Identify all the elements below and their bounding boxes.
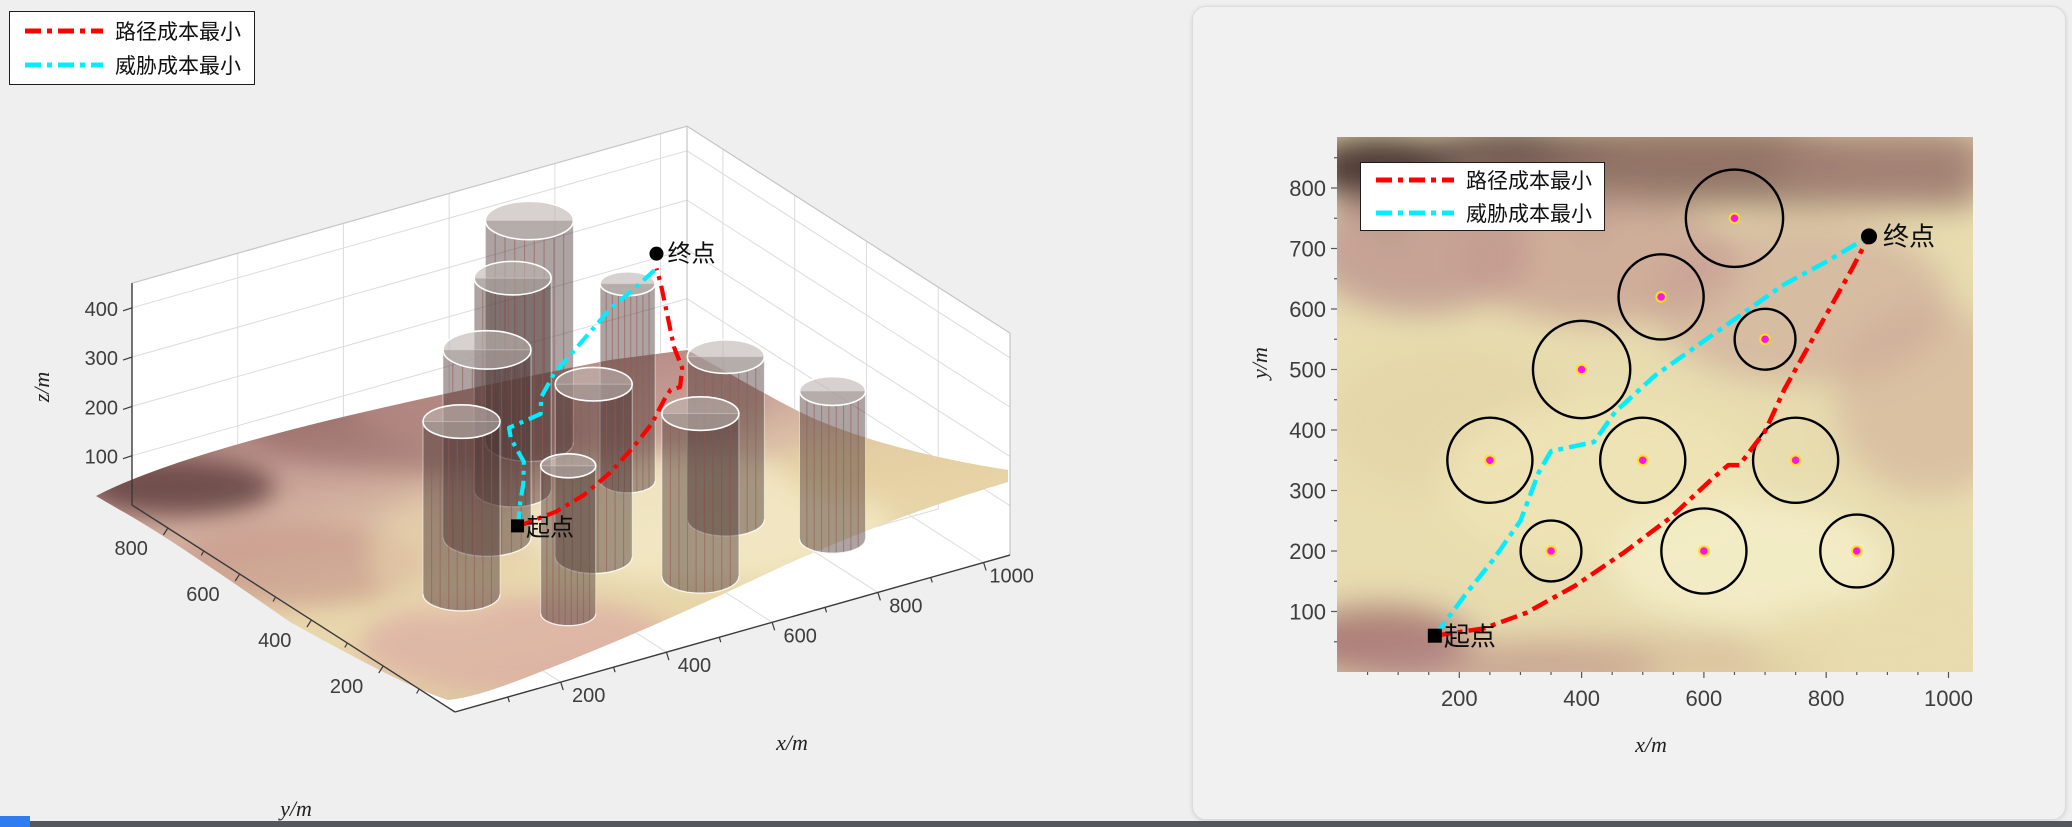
min-path-cost-line-2d <box>1434 235 1871 638</box>
z-tick-label: 200 <box>85 397 118 419</box>
min-path-cost-line-3d <box>517 267 685 529</box>
cylinder-top <box>473 260 552 296</box>
x-tick-label: 1000 <box>1924 686 1973 711</box>
legend-label-threat-cost: 威胁成本最小 <box>115 54 241 78</box>
left-x-axis-label: x/m <box>776 730 808 755</box>
cylinder-top <box>422 403 501 440</box>
start-label: 起点 <box>526 514 574 541</box>
x-tick-label: 1000 <box>989 566 1034 588</box>
legend-item-threat-cost: 威胁成本最小 <box>22 48 254 82</box>
legend-line-red-icon <box>25 28 103 34</box>
threat-circle <box>1660 507 1748 595</box>
end-label: 终点 <box>1883 222 1935 251</box>
left-z-axis-label: z/m <box>29 371 54 403</box>
threat-cylinder <box>554 366 633 575</box>
threat-center-dot <box>1636 454 1649 467</box>
threat-center-dot <box>1484 454 1496 467</box>
end-marker <box>649 246 664 261</box>
threat-center-dot <box>1759 333 1771 346</box>
legend-line-cyan-icon <box>1376 210 1454 216</box>
y-tick-label: 800 <box>115 538 148 560</box>
cylinder-top <box>554 366 633 402</box>
right-y-axis-label: y/m <box>1247 347 1272 379</box>
threat-circle <box>1531 319 1632 420</box>
threat-center-dot <box>1789 454 1802 467</box>
x-tick-label: 400 <box>1563 686 1600 711</box>
y-tick-label: 500 <box>1289 358 1326 383</box>
cylinder-top <box>484 200 575 241</box>
threat-center-dot <box>1728 212 1741 225</box>
z-tick-label: 100 <box>85 447 118 469</box>
y-tick-label: 700 <box>1289 237 1326 262</box>
threat-circle <box>1819 513 1895 589</box>
cylinder-top <box>442 329 532 370</box>
threat-cylinder <box>798 375 867 554</box>
taskbar[interactable] <box>0 816 2072 827</box>
legend-label-path-cost: 路径成本最小 <box>1466 168 1592 193</box>
legend-left: 路径成本最小 威胁成本最小 <box>9 11 255 85</box>
threat-circle <box>1617 253 1705 341</box>
right-x-axis-label: x/m <box>1635 732 1667 757</box>
cylinder-top <box>798 375 867 407</box>
legend-label-path-cost: 路径成本最小 <box>115 20 241 44</box>
x-tick-label: 600 <box>1686 686 1723 711</box>
threat-cylinder <box>661 396 740 594</box>
cylinder-top <box>686 339 766 375</box>
x-tick-label: 800 <box>889 595 922 617</box>
min-threat-cost-line-3d <box>506 266 658 527</box>
start-label: 起点 <box>1444 623 1496 652</box>
legend-label-threat-cost: 威胁成本最小 <box>1466 202 1592 227</box>
threat-center-dot <box>1698 545 1710 557</box>
cylinder-top <box>539 452 597 479</box>
x-tick-label: 200 <box>1441 686 1478 711</box>
y-tick-label: 200 <box>1289 539 1326 564</box>
legend-item-threat-cost: 威胁成本最小 <box>1373 197 1604 231</box>
threat-center-dot <box>1655 291 1667 303</box>
y-tick-label: 600 <box>186 584 219 606</box>
threat-center-dot <box>1575 363 1588 376</box>
threat-circle <box>1751 416 1840 505</box>
threat-center-dot <box>1850 545 1863 557</box>
start-marker <box>511 519 525 533</box>
legend-line-cyan-icon <box>25 62 103 68</box>
end-marker <box>1861 228 1878 245</box>
y-tick-label: 400 <box>258 630 291 652</box>
threat-circle <box>1684 168 1785 269</box>
y-tick-label: 100 <box>1289 600 1326 625</box>
start-marker <box>1427 628 1442 643</box>
y-tick-label: 200 <box>330 676 363 698</box>
z-tick-label: 300 <box>85 348 118 370</box>
legend-right: 路径成本最小 威胁成本最小 <box>1360 162 1605 231</box>
cylinder-top <box>661 396 740 432</box>
y-tick-label: 400 <box>1289 418 1326 443</box>
z-tick-label: 400 <box>85 299 118 321</box>
threat-circle <box>1733 307 1797 371</box>
y-tick-label: 600 <box>1289 297 1326 322</box>
y-tick-label: 300 <box>1289 479 1326 504</box>
end-label: 终点 <box>667 241 715 268</box>
threat-circle <box>1598 416 1687 505</box>
threat-center-dot <box>1545 545 1557 557</box>
min-threat-cost-line-2d <box>1433 234 1871 638</box>
x-tick-label: 400 <box>678 655 711 677</box>
legend-item-path-cost: 路径成本最小 <box>1373 163 1604 197</box>
threat-circle <box>1446 416 1534 505</box>
y-tick-label: 800 <box>1289 176 1326 201</box>
left-y-axis-label: y/m <box>280 796 312 821</box>
taskbar-accent[interactable] <box>0 816 30 827</box>
left-3d-plot: 200 400 600 800 1000 200 400 600 800 100 200 300 400… <box>85 125 1034 713</box>
threat-cylinder <box>422 403 501 612</box>
legend-line-red-icon <box>1376 177 1454 183</box>
x-tick-label: 800 <box>1808 686 1845 711</box>
x-tick-label: 600 <box>783 625 816 647</box>
back-right-wall <box>687 126 1011 556</box>
legend-item-path-cost: 路径成本最小 <box>22 14 254 48</box>
threat-cylinder <box>539 452 597 627</box>
x-tick-label: 200 <box>572 685 605 707</box>
threat-circle <box>1519 519 1583 583</box>
